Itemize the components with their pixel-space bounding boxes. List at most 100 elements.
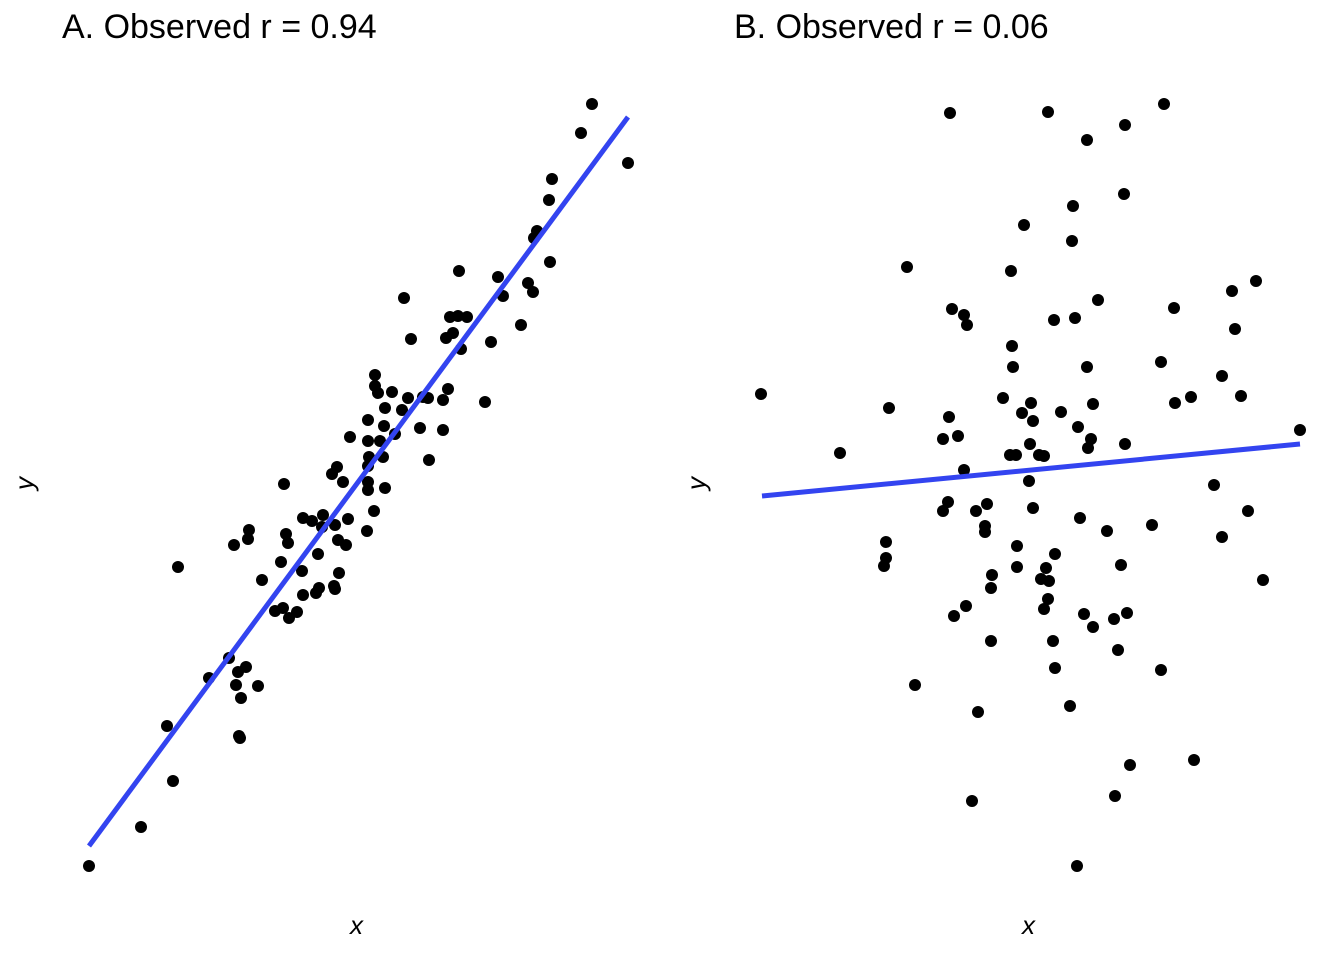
data-point	[378, 420, 390, 432]
data-point	[966, 795, 978, 807]
data-point	[1025, 397, 1037, 409]
data-point	[1007, 361, 1019, 373]
data-point	[1043, 575, 1055, 587]
data-point	[985, 582, 997, 594]
data-point	[946, 303, 958, 315]
data-point	[961, 319, 973, 331]
data-point	[280, 528, 292, 540]
data-point	[1108, 613, 1120, 625]
data-point	[1158, 98, 1170, 110]
data-point	[937, 505, 949, 517]
data-point	[1011, 540, 1023, 552]
panel-a-x-axis-label: x	[350, 910, 363, 940]
data-point	[234, 732, 246, 744]
data-point	[901, 261, 913, 273]
data-point	[880, 536, 892, 548]
data-point	[1049, 662, 1061, 674]
data-point	[981, 498, 993, 510]
data-point	[235, 692, 247, 704]
data-point	[444, 311, 456, 323]
data-point	[240, 661, 252, 673]
data-point	[1018, 219, 1030, 231]
data-point	[243, 524, 255, 536]
data-point	[1155, 664, 1167, 676]
data-point	[479, 396, 491, 408]
data-point	[1235, 390, 1247, 402]
data-point	[1027, 415, 1039, 427]
data-point	[344, 431, 356, 443]
data-point	[461, 311, 473, 323]
data-point	[527, 286, 539, 298]
data-point	[374, 435, 386, 447]
data-point	[368, 505, 380, 517]
data-point	[1229, 323, 1241, 335]
data-point	[423, 454, 435, 466]
data-point	[1038, 450, 1050, 462]
data-point	[342, 513, 354, 525]
data-point	[1257, 574, 1269, 586]
data-point	[1169, 397, 1181, 409]
data-point	[1047, 635, 1059, 647]
data-point	[944, 107, 956, 119]
data-point	[1146, 519, 1158, 531]
data-point	[362, 414, 374, 426]
data-point	[492, 271, 504, 283]
data-point	[878, 560, 890, 572]
data-point	[313, 582, 325, 594]
data-point	[1069, 312, 1081, 324]
data-point	[369, 369, 381, 381]
data-point	[1049, 548, 1061, 560]
data-point	[447, 327, 459, 339]
panel-b-title: B. Observed r = 0.06	[734, 8, 1049, 46]
data-point	[256, 574, 268, 586]
data-point	[1024, 438, 1036, 450]
data-point	[1072, 421, 1084, 433]
data-point	[242, 533, 254, 545]
data-point	[522, 277, 534, 289]
data-point	[1005, 265, 1017, 277]
data-point	[909, 679, 921, 691]
data-point	[306, 515, 318, 527]
data-point	[362, 484, 374, 496]
data-point	[296, 565, 308, 577]
data-point	[1055, 406, 1067, 418]
data-point	[135, 821, 147, 833]
data-point	[1294, 424, 1306, 436]
data-point	[986, 569, 998, 581]
data-point	[1087, 621, 1099, 633]
data-point	[372, 387, 384, 399]
data-point	[278, 478, 290, 490]
data-point	[328, 580, 340, 592]
data-point	[379, 482, 391, 494]
data-point	[1250, 275, 1262, 287]
data-point	[997, 392, 1009, 404]
data-point	[414, 422, 426, 434]
data-point	[1092, 294, 1104, 306]
chart-b	[755, 98, 1306, 872]
data-point	[317, 509, 329, 521]
data-point	[960, 600, 972, 612]
data-point	[1082, 442, 1094, 454]
data-point	[952, 430, 964, 442]
data-point	[1042, 593, 1054, 605]
data-point	[1155, 356, 1167, 368]
data-point	[1074, 512, 1086, 524]
data-point	[282, 537, 294, 549]
data-point	[1078, 608, 1090, 620]
data-point	[1109, 790, 1121, 802]
data-point	[453, 265, 465, 277]
data-point	[1112, 644, 1124, 656]
data-point	[386, 386, 398, 398]
data-point	[312, 548, 324, 560]
data-point	[1038, 603, 1050, 615]
data-point	[1027, 502, 1039, 514]
data-point	[1188, 754, 1200, 766]
data-point	[252, 680, 264, 692]
data-point	[1011, 561, 1023, 573]
data-point	[340, 539, 352, 551]
data-point	[948, 610, 960, 622]
data-point	[1119, 438, 1131, 450]
chart-a	[83, 98, 634, 872]
data-point	[1006, 340, 1018, 352]
